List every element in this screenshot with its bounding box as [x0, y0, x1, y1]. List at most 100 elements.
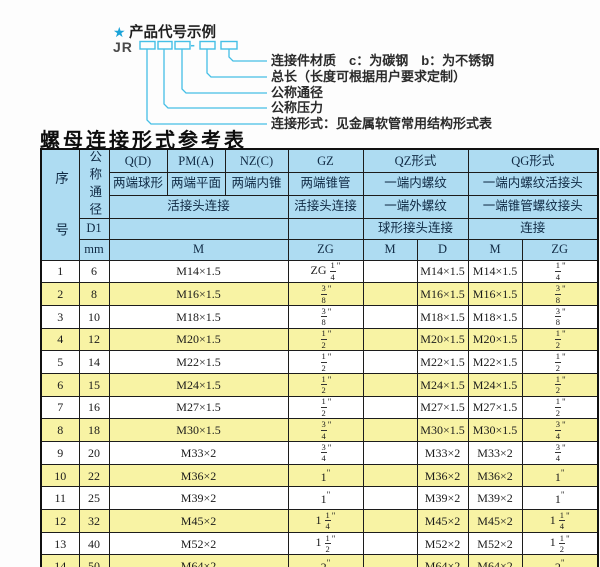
header-connection: 活接头连接	[108, 194, 289, 219]
cell-seq: 1	[40, 259, 80, 284]
table-row: 2 8 M16×1.5 3 8 " M16×1.5 M16×1.5 3 8 "	[40, 282, 599, 306]
cell-seq: 14	[40, 554, 80, 567]
cell-qg-m: M24×1.5	[467, 372, 523, 397]
cell-mm: 14	[78, 350, 110, 374]
cell-mm: 6	[78, 259, 110, 284]
cell-seq: 13	[40, 531, 80, 556]
cell-m-thread: M45×2	[108, 509, 289, 533]
cell-qz-m	[362, 509, 418, 533]
cell-m-thread: M16×1.5	[108, 282, 289, 306]
cell-seq: 6	[40, 372, 80, 397]
cell-qg-m: M14×1.5	[467, 259, 523, 284]
cell-seq: 12	[40, 509, 80, 533]
table-row: 6 15 M24×1.5 1 2 " M24×1.5 M24×1.5 1 2 "	[40, 372, 599, 397]
table-row: 12 32 M45×2 1 1 4 " M45×2 M45×2 1 1 4 "	[40, 509, 599, 533]
cell-mm: 32	[78, 509, 110, 533]
header-end-type: 两端平面	[166, 171, 226, 196]
cell-qz-m	[362, 327, 418, 352]
cell-qg-m: M33×2	[467, 441, 523, 465]
code-box	[220, 40, 238, 50]
table-row: 5 14 M22×1.5 1 2 " M22×1.5 M22×1.5 1 2 "	[40, 350, 599, 374]
cell-mm: 15	[78, 372, 110, 397]
header-nominal-diameter: 公称通径	[78, 148, 110, 219]
product-code-example-title: 产品代号示例	[129, 23, 216, 41]
cell-qg-zg: 2"	[521, 554, 599, 567]
cell-qz-m	[362, 372, 418, 397]
cell-m-thread: M20×1.5	[108, 327, 289, 352]
table-row: 7 16 M27×1.5 1 2 " M27×1.5 M27×1.5 1 2 "	[40, 395, 599, 420]
header-unit-mm: mm	[78, 238, 110, 261]
header-form-qz: QZ形式	[362, 148, 469, 173]
cell-m-thread: M30×1.5	[108, 418, 289, 442]
cell-qz-d: M52×2	[416, 531, 469, 556]
cell-qz-d: M27×1.5	[416, 395, 469, 420]
header-blank	[108, 217, 289, 240]
table-header: 序号 公称通径 Q(D) PM(A) NZ(C) GZ QZ形式 QG形式 两端…	[40, 148, 599, 261]
cell-qz-m	[362, 441, 418, 465]
table-body: 1 6 M14×1.5 ZG 1 4 " M14×1.5 M14×1.5 1 4 " 2 8 M16×1.5…	[40, 259, 599, 567]
cell-qz-d: M22×1.5	[416, 350, 469, 374]
header-d1: D1	[78, 217, 110, 240]
cell-mm: 50	[78, 554, 110, 567]
cell-qz-d: M14×1.5	[416, 259, 469, 284]
header-end-type: 一端内螺纹活接头	[467, 171, 599, 196]
header-thread-m: M	[362, 238, 418, 261]
header-connection: 一端外螺纹	[362, 194, 469, 219]
cell-qg-m: M30×1.5	[467, 418, 523, 442]
table-row: 4 12 M20×1.5 1 2 " M20×1.5 M20×1.5 1 2 "	[40, 327, 599, 352]
code-label-pressure: 公称压力	[271, 100, 323, 115]
cell-qg-zg: 1 2 "	[521, 327, 599, 352]
header-thread-zg: ZG	[521, 238, 599, 261]
cell-m-thread: M27×1.5	[108, 395, 289, 420]
cell-zg-thread: 1"	[287, 463, 364, 488]
cell-qg-m: M45×2	[467, 509, 523, 533]
cell-qz-d: M36×2	[416, 463, 469, 488]
cell-mm: 16	[78, 395, 110, 420]
cell-zg-thread: 1 2 "	[287, 350, 364, 374]
header-connection: 一端锥管螺纹接头	[467, 194, 599, 219]
table-row: 8 18 M30×1.5 3 4 " M30×1.5 M30×1.5 3 4 "	[40, 418, 599, 442]
code-box	[139, 40, 156, 50]
code-label-length: 总长（长度可根据用户要求定制）	[271, 69, 466, 84]
star-icon: ★	[113, 24, 126, 40]
cell-qg-m: M20×1.5	[467, 327, 523, 352]
code-separator: -	[191, 37, 195, 52]
header-form-pma: PM(A)	[166, 148, 226, 173]
cell-qz-m	[362, 486, 418, 511]
cell-seq: 11	[40, 486, 80, 511]
cell-qg-m: M52×2	[467, 531, 523, 556]
cell-qz-d: M30×1.5	[416, 418, 469, 442]
header-form-qd: Q(D)	[108, 148, 168, 173]
header-form-nzc: NZ(C)	[224, 148, 289, 173]
reference-table: 序号 公称通径 Q(D) PM(A) NZ(C) GZ QZ形式 QG形式 两端…	[40, 148, 600, 567]
cell-qz-m	[362, 554, 418, 567]
cell-qg-zg: 1"	[521, 463, 599, 488]
table-row: 3 10 M18×1.5 3 8 " M18×1.5 M18×1.5 3 8 "	[40, 304, 599, 329]
header-form-gz: GZ	[287, 148, 364, 173]
cell-qg-zg: 1 1 2 "	[521, 531, 599, 556]
cell-m-thread: M33×2	[108, 441, 289, 465]
cell-qz-m	[362, 395, 418, 420]
cell-zg-thread: 2"	[287, 554, 364, 567]
code-box	[174, 40, 191, 50]
table-row: 10 22 M36×2 1" M36×2 M36×2 1"	[40, 463, 599, 488]
cell-qg-zg: 1 2 "	[521, 350, 599, 374]
cell-mm: 20	[78, 441, 110, 465]
header-end-type: 一端内螺纹	[362, 171, 469, 196]
cell-mm: 12	[78, 327, 110, 352]
cell-zg-thread: ZG 1 4 "	[287, 259, 364, 284]
cell-qz-d: M20×1.5	[416, 327, 469, 352]
cell-qz-m	[362, 350, 418, 374]
cell-qz-m	[362, 463, 418, 488]
cell-qg-zg: 1 2 "	[521, 372, 599, 397]
leader-line	[163, 49, 267, 109]
cell-m-thread: M18×1.5	[108, 304, 289, 329]
cell-qz-d: M18×1.5	[416, 304, 469, 329]
header-blank	[287, 217, 364, 240]
header-end-type: 两端内锥	[224, 171, 289, 196]
cell-qg-m: M18×1.5	[467, 304, 523, 329]
cell-qz-d: M39×2	[416, 486, 469, 511]
table-row: 13 40 M52×2 1 1 2 " M52×2 M52×2 1 1 2 "	[40, 531, 599, 556]
